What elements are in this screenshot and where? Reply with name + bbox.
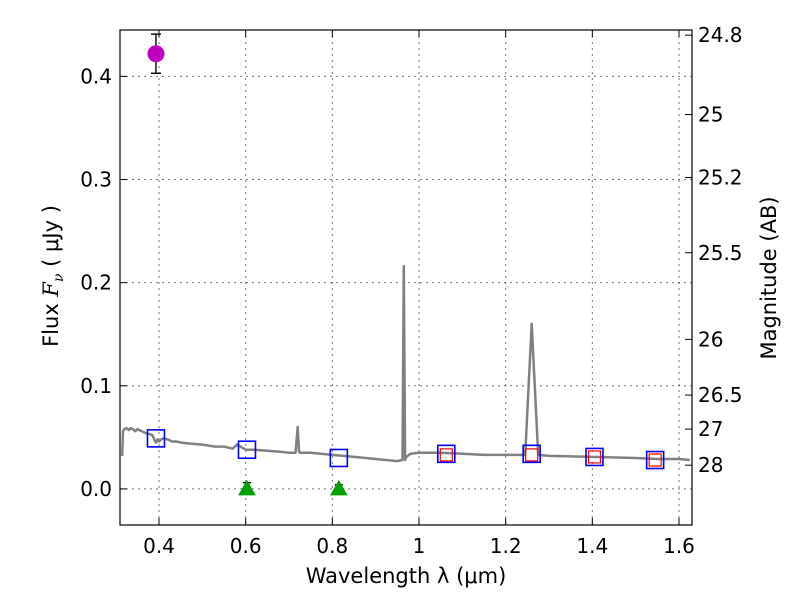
x-tick-label: 0.4 <box>143 534 175 558</box>
mag-tick-label: 26 <box>698 327 723 351</box>
axis-labels: Wavelength λ (μm) Flux Fν ( μJy ) Magnit… <box>39 196 781 588</box>
y-tick-label: 0.1 <box>80 374 112 398</box>
model-photometry-square <box>146 429 166 448</box>
model-photometry-square <box>436 444 456 464</box>
x-tick-label: 1 <box>413 534 426 558</box>
faint-flux-triangle <box>238 479 256 496</box>
grid <box>120 30 692 525</box>
y-tick-label: 0.3 <box>80 168 112 192</box>
x-tick-label: 0.6 <box>230 534 262 558</box>
detection-point <box>147 45 165 63</box>
mag-tick-label: 27 <box>698 417 723 441</box>
x-tick-label: 0.8 <box>316 534 348 558</box>
nir-photometry-square <box>587 450 602 464</box>
mag-tick-label: 26.5 <box>698 383 743 407</box>
mag-tick-label: 25.2 <box>698 165 743 189</box>
y-axis-label: Flux Fν ( μJy ) <box>39 205 67 347</box>
mag-tick-label: 25 <box>698 103 723 127</box>
plot-frame <box>119 29 693 526</box>
nir-photometry-square <box>648 453 662 467</box>
x-tick-label: 1.2 <box>490 534 522 558</box>
y-tick-label: 0.2 <box>80 271 112 295</box>
model-photometry-square <box>645 450 665 470</box>
model-photometry-square <box>329 448 349 468</box>
model-sed-line <box>120 264 690 463</box>
x-axis-label: Wavelength λ (μm) <box>306 564 507 588</box>
magnitude-axis-label: Magnitude (AB) <box>757 196 781 359</box>
model-photometry-square <box>585 447 604 467</box>
model-photometry-square <box>237 440 257 460</box>
mag-tick-label: 25.5 <box>698 241 743 265</box>
x-tick-label: 1.4 <box>576 534 608 558</box>
plot-series <box>120 33 690 496</box>
mag-tick-label: 28 <box>698 453 723 477</box>
y-tick-label: 0.4 <box>80 64 112 88</box>
y-tick-label: 0.0 <box>80 477 112 501</box>
nir-photometry-square <box>439 448 453 462</box>
axes: 0.4 0.6 0.8 1 1.2 1.4 1.6 0.0 0.1 0.2 0.3 0.4 24.8 25… <box>80 23 742 558</box>
x-tick-label: 1.6 <box>663 534 695 558</box>
model-photometry-square <box>522 444 541 464</box>
faint-flux-triangle <box>329 479 348 496</box>
nir-photometry-square <box>525 448 539 462</box>
mag-tick-label: 24.8 <box>698 23 743 47</box>
